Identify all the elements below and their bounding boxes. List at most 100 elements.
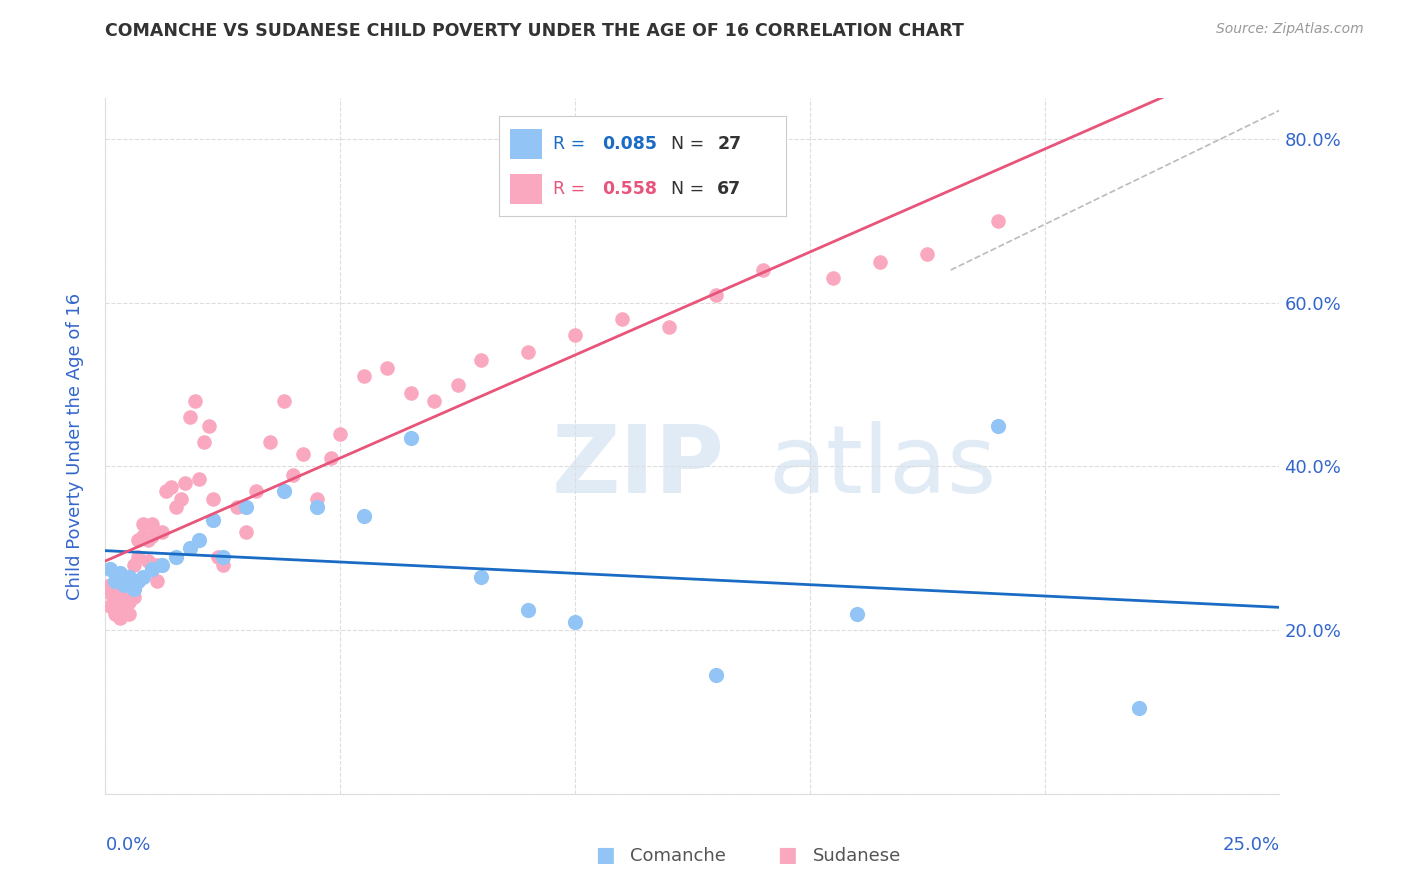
Point xyxy=(610,312,633,326)
Text: 25.0%: 25.0% xyxy=(1222,836,1279,854)
Text: Sudanese: Sudanese xyxy=(813,847,901,865)
Point xyxy=(118,607,141,621)
Point xyxy=(155,483,177,498)
Point xyxy=(245,483,267,498)
Point xyxy=(517,603,540,617)
Point xyxy=(235,524,257,539)
Point xyxy=(353,369,375,384)
Point xyxy=(132,516,155,531)
Point xyxy=(987,214,1010,228)
Point xyxy=(319,451,342,466)
Text: ■: ■ xyxy=(778,846,797,865)
Point xyxy=(104,607,127,621)
Point xyxy=(235,500,257,515)
Point xyxy=(423,394,446,409)
Point xyxy=(291,447,314,461)
Point xyxy=(207,549,229,564)
Point xyxy=(273,483,295,498)
Point xyxy=(98,562,121,576)
Point xyxy=(127,574,149,588)
Point xyxy=(122,582,145,597)
Point xyxy=(169,492,191,507)
Point xyxy=(564,328,586,343)
Point xyxy=(987,418,1010,433)
Point xyxy=(179,541,201,556)
Point xyxy=(183,394,205,409)
Point xyxy=(211,549,233,564)
Point xyxy=(305,500,328,515)
Point xyxy=(1128,701,1150,715)
Point xyxy=(226,500,249,515)
Point xyxy=(179,410,201,425)
Point xyxy=(259,434,281,449)
Point xyxy=(658,320,681,334)
Text: ■: ■ xyxy=(595,846,614,865)
Point xyxy=(517,344,540,359)
Point xyxy=(146,558,169,572)
Point xyxy=(150,558,173,572)
Point xyxy=(283,467,305,482)
Point xyxy=(136,533,159,548)
Text: atlas: atlas xyxy=(769,421,997,513)
Point xyxy=(399,385,422,400)
Point xyxy=(122,591,145,605)
Point xyxy=(127,549,149,564)
Point xyxy=(132,570,155,584)
Point xyxy=(118,570,141,584)
Text: COMANCHE VS SUDANESE CHILD POVERTY UNDER THE AGE OF 16 CORRELATION CHART: COMANCHE VS SUDANESE CHILD POVERTY UNDER… xyxy=(105,22,965,40)
Point xyxy=(915,246,938,260)
Point xyxy=(141,562,163,576)
Point xyxy=(165,500,187,515)
Point xyxy=(446,377,468,392)
Point xyxy=(399,431,422,445)
Point xyxy=(188,533,211,548)
Point xyxy=(122,558,145,572)
Point xyxy=(112,599,135,613)
Point xyxy=(98,586,121,600)
Point xyxy=(845,607,868,621)
Point xyxy=(273,394,295,409)
Point xyxy=(375,361,398,376)
Point xyxy=(869,255,891,269)
Point xyxy=(160,480,183,494)
Point xyxy=(193,434,215,449)
Point xyxy=(823,271,845,285)
Point xyxy=(98,599,121,613)
Point xyxy=(174,475,197,490)
Point xyxy=(704,668,727,682)
Point xyxy=(104,574,127,588)
Text: 0.0%: 0.0% xyxy=(105,836,150,854)
Point xyxy=(108,611,131,625)
Point xyxy=(329,426,352,441)
Point xyxy=(704,287,727,301)
Point xyxy=(127,533,149,548)
Point xyxy=(104,578,127,592)
Point xyxy=(118,582,141,597)
Point xyxy=(470,570,492,584)
Point xyxy=(132,529,155,543)
Point xyxy=(136,553,159,567)
Point xyxy=(202,492,225,507)
Point xyxy=(112,586,135,600)
Point xyxy=(108,603,131,617)
Text: Source: ZipAtlas.com: Source: ZipAtlas.com xyxy=(1216,22,1364,37)
Point xyxy=(150,524,173,539)
Point xyxy=(353,508,375,523)
Point xyxy=(98,578,121,592)
Point xyxy=(752,263,775,277)
Y-axis label: Child Poverty Under the Age of 16: Child Poverty Under the Age of 16 xyxy=(66,293,84,599)
Point xyxy=(146,574,169,588)
Point xyxy=(470,353,492,368)
Point xyxy=(197,418,219,433)
Text: Comanche: Comanche xyxy=(630,847,725,865)
Point xyxy=(108,566,131,580)
Point xyxy=(188,472,211,486)
Point xyxy=(118,594,141,608)
Point xyxy=(141,516,163,531)
Point xyxy=(141,529,163,543)
Text: ZIP: ZIP xyxy=(551,421,724,513)
Point xyxy=(112,578,135,592)
Point xyxy=(112,578,135,592)
Point xyxy=(211,558,233,572)
Point xyxy=(104,591,127,605)
